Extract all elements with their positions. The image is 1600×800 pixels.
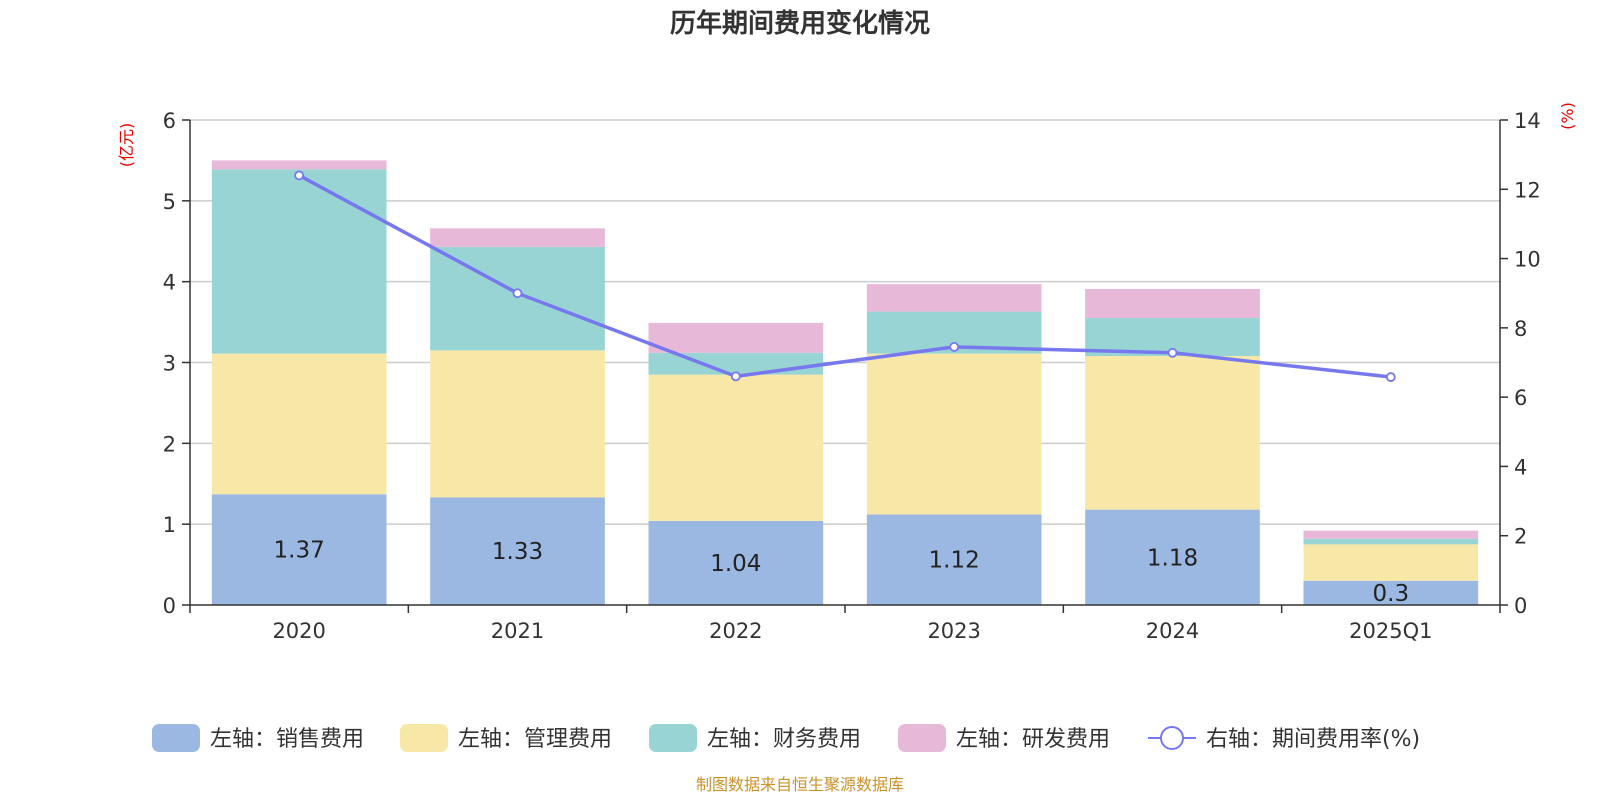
left-tick-label: 1	[163, 513, 176, 537]
line-series	[294, 170, 1396, 382]
x-tick-label: 2024	[1146, 619, 1199, 643]
bar-segment	[211, 353, 387, 495]
bar-segment	[1085, 288, 1260, 319]
bar-segment	[1303, 538, 1479, 545]
legend-swatch-icon	[152, 724, 200, 752]
rate-point	[1385, 372, 1396, 382]
left-tick-label: 3	[163, 352, 176, 376]
rate-point	[294, 170, 305, 181]
bar-segment	[211, 169, 387, 354]
chart-title: 历年期间费用变化情况	[670, 8, 930, 39]
bar-segment	[430, 246, 605, 351]
right-tick-label: 14	[1514, 109, 1541, 133]
source-note: 制图数据来自恒生聚源数据库	[696, 775, 904, 794]
right-axis-unit: (%)	[1558, 102, 1577, 130]
left-axis-unit: (亿元)	[117, 123, 136, 168]
left-tick-label: 2	[163, 432, 176, 456]
bar-segment	[648, 520, 824, 605]
right-tick-label: 8	[1514, 317, 1527, 341]
rate-point	[512, 288, 523, 299]
left-tick-label: 5	[163, 190, 176, 214]
legend-swatch-icon	[898, 724, 946, 752]
data-labels: 1.37 1.33 1.04 1.12 1.18 0.3	[274, 538, 1410, 607]
bar-segment	[211, 160, 387, 170]
data-label: 1.18	[1147, 545, 1198, 571]
data-label: 1.12	[929, 548, 980, 574]
legend-marker-icon	[1160, 726, 1184, 750]
bar-segment	[430, 228, 605, 247]
bar-segment	[866, 514, 1042, 605]
bar-segment	[648, 322, 824, 353]
bar-segment	[866, 353, 1042, 515]
left-tick-label: 6	[163, 109, 176, 133]
bar-segment	[1303, 580, 1479, 605]
data-label: 1.33	[492, 539, 543, 565]
bar-segment	[648, 352, 824, 375]
bar-series	[211, 160, 1479, 605]
rate-point	[730, 371, 741, 382]
legend-label: 右轴：期间费用率(%)	[1206, 727, 1420, 752]
bar-segment	[866, 284, 1042, 312]
x-tick-label: 2021	[491, 619, 544, 643]
legend-swatch-icon	[649, 724, 697, 752]
bar-segment	[1303, 544, 1479, 581]
right-tick-label: 6	[1514, 386, 1527, 410]
left-tick-label: 0	[163, 594, 176, 618]
bar-segment	[211, 494, 387, 605]
data-label: 0.3	[1373, 581, 1410, 607]
x-tick-label: 2025Q1	[1349, 619, 1432, 643]
data-label: 1.04	[710, 551, 761, 577]
bar-segment	[430, 350, 605, 498]
right-tick-label: 10	[1514, 248, 1541, 272]
legend-label: 左轴：财务费用	[707, 727, 861, 752]
legend: 左轴：销售费用 左轴：管理费用 左轴：财务费用 左轴：研发费用 右轴：期间费用率(%)	[152, 724, 1420, 752]
right-tick-label: 12	[1514, 178, 1541, 202]
bar-segment	[1303, 530, 1479, 539]
bar-segment	[430, 497, 605, 605]
right-tick-label: 2	[1514, 525, 1527, 549]
x-tick-label: 2022	[709, 619, 762, 643]
x-tick-label: 2020	[272, 619, 325, 643]
bar-segment	[1085, 509, 1260, 605]
rate-point	[1167, 347, 1178, 358]
legend-label: 左轴：研发费用	[956, 727, 1110, 752]
legend-label: 左轴：管理费用	[458, 727, 612, 752]
rate-point	[949, 342, 960, 352]
rate-line	[298, 173, 1392, 379]
left-tick-label: 4	[163, 271, 176, 295]
bar-segment	[648, 374, 824, 521]
legend-swatch-icon	[400, 724, 448, 752]
right-tick-label: 0	[1514, 594, 1527, 618]
legend-label: 左轴：销售费用	[210, 727, 364, 752]
right-tick-label: 4	[1514, 455, 1527, 479]
data-label: 1.37	[274, 538, 325, 564]
x-tick-label: 2023	[927, 619, 980, 643]
bar-segment	[1085, 356, 1260, 510]
